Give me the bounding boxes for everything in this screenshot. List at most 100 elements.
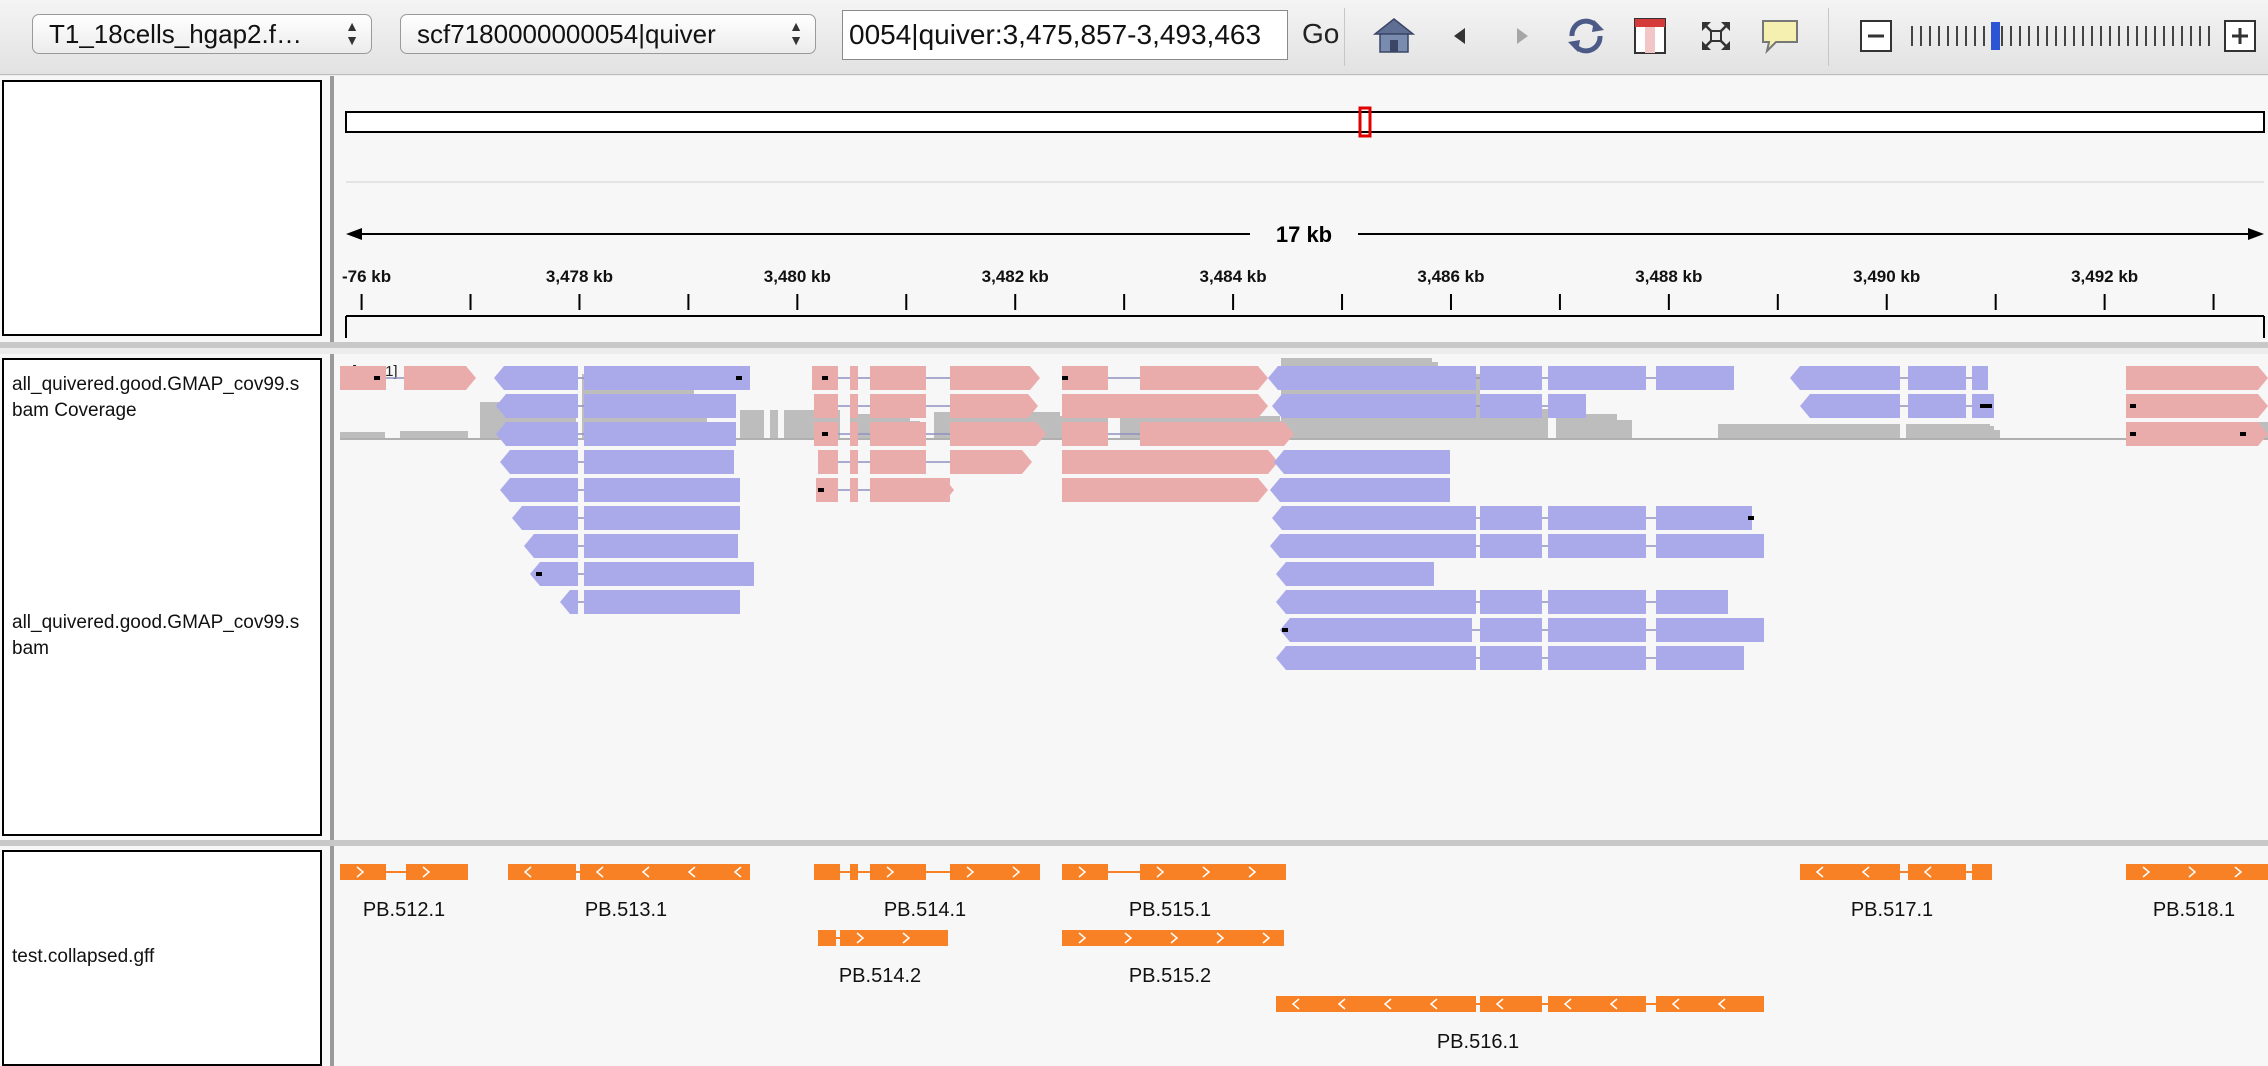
read-block xyxy=(1656,590,1728,614)
strand-arrow xyxy=(1337,998,1346,1010)
gene-labels: PB.512.1 PB.513.1 PB.514.1 PB.515.1 PB.5… xyxy=(363,899,2235,1053)
home-icon[interactable] xyxy=(1372,14,1416,58)
ruler-tick-label: 3,488 kb xyxy=(1635,267,1702,286)
panel-splitter[interactable] xyxy=(330,846,334,1066)
strand-arrow xyxy=(1383,998,1392,1010)
strand-arrow xyxy=(1717,998,1726,1010)
zoom-out-button[interactable] xyxy=(1860,20,1892,52)
read-block xyxy=(512,506,578,530)
panel-divider[interactable] xyxy=(0,342,2268,348)
gene-exon xyxy=(850,864,858,880)
strand-arrow xyxy=(1609,998,1618,1010)
read-block xyxy=(494,366,578,390)
coverage-track-label[interactable]: all_quivered.good.GMAP_cov99.s xyxy=(12,374,300,395)
read-block xyxy=(2126,394,2268,418)
panel-splitter[interactable] xyxy=(330,76,334,342)
header-name-panel xyxy=(2,80,322,336)
alignment-read xyxy=(1276,646,1744,670)
read-block xyxy=(1480,646,1542,670)
gene-exon xyxy=(1656,996,1764,1012)
coverage-track-label-line2[interactable]: bam Coverage xyxy=(12,400,137,421)
coverage-bar xyxy=(1990,426,1994,438)
read-block xyxy=(1276,590,1476,614)
alignment-read xyxy=(512,506,740,530)
alignment-read xyxy=(1268,366,1734,390)
alignment-read xyxy=(814,394,1038,418)
gene-feature xyxy=(818,930,948,946)
strand-arrow xyxy=(1495,998,1504,1010)
gene-feature xyxy=(1800,864,1992,880)
alignment-track-label-line2[interactable]: bam xyxy=(12,638,49,659)
feature-data-area[interactable]: PB.512.1 PB.513.1 PB.514.1 PB.515.1 PB.5… xyxy=(340,846,2268,1066)
region-of-interest-icon[interactable] xyxy=(1628,14,1672,58)
read-block xyxy=(1656,646,1744,670)
zoom-slider[interactable] xyxy=(1908,20,2212,50)
panel-divider[interactable] xyxy=(0,840,2268,846)
panel-splitter[interactable] xyxy=(330,354,334,840)
forward-icon[interactable] xyxy=(1500,14,1544,58)
gene-exon xyxy=(1276,996,1476,1012)
genome-dropdown[interactable]: T1_18cells_hgap2.f… ▲ ▼ xyxy=(32,14,372,54)
ruler-tick-label: 3,486 kb xyxy=(1417,267,1484,286)
gff-track-label[interactable]: test.collapsed.gff xyxy=(12,946,155,967)
strand-arrow xyxy=(1170,932,1179,944)
alignment-read xyxy=(812,366,1040,390)
read-block xyxy=(870,394,926,418)
strand-arrow xyxy=(733,866,742,878)
read-mismatch-marker xyxy=(2130,432,2136,436)
gene-label-pb-518-1: PB.518.1 xyxy=(2153,899,2235,921)
ruler-panel[interactable]: 17 kb -76 kb 3,478 kb 3,480 kb 3,482 kb 3,48… xyxy=(340,76,2268,342)
alignment-read xyxy=(1270,478,1450,502)
strand-arrow xyxy=(1815,866,1824,878)
read-mismatch-marker xyxy=(1980,404,1986,408)
read-block xyxy=(1280,618,1472,642)
alignment-track-label[interactable]: all_quivered.good.GMAP_cov99.s xyxy=(12,612,300,633)
alignment-read xyxy=(1280,618,1764,642)
read-block xyxy=(1480,394,1542,418)
zoom-in-button[interactable] xyxy=(2224,20,2256,52)
alignment-read xyxy=(1276,562,1434,586)
read-block xyxy=(1062,478,1268,502)
alignment-read xyxy=(814,422,1046,446)
gene-label-pb-513-1: PB.513.1 xyxy=(585,899,667,921)
read-mismatch-marker xyxy=(822,376,828,380)
read-block xyxy=(500,450,578,474)
refresh-icon[interactable] xyxy=(1564,14,1608,58)
read-block xyxy=(2126,366,2268,390)
read-block xyxy=(1480,366,1542,390)
toolbar: T1_18cells_hgap2.f… ▲ ▼ scf7180000000054|… xyxy=(0,0,2268,75)
read-block xyxy=(584,450,734,474)
alignment-read xyxy=(494,366,750,390)
alignment-read xyxy=(1062,366,1268,390)
strand-arrow xyxy=(1262,932,1271,944)
read-block xyxy=(584,422,736,446)
coverage-bar xyxy=(1994,430,2000,438)
genome-dropdown-value: T1_18cells_hgap2.f… xyxy=(49,19,302,49)
strand-arrow xyxy=(1124,932,1133,944)
gene-exon xyxy=(1972,864,1992,880)
gene-feature xyxy=(2126,864,2268,880)
read-block xyxy=(1062,394,1268,418)
strand-arrow xyxy=(687,866,696,878)
go-button[interactable]: Go xyxy=(1302,18,1340,49)
read-block xyxy=(1480,590,1542,614)
back-icon[interactable] xyxy=(1438,14,1482,58)
strand-arrow xyxy=(1156,866,1165,878)
strand-arrow xyxy=(1671,998,1680,1010)
strand-arrow xyxy=(2234,866,2243,878)
locus-input[interactable]: 0054|quiver:3,475,857-3,493,463 xyxy=(842,10,1288,60)
read-mismatch-marker xyxy=(822,432,828,436)
read-block xyxy=(1272,506,1476,530)
chromosome-dropdown[interactable]: scf7180000000054|quiver ▲ ▼ xyxy=(400,14,816,54)
read-block xyxy=(2126,422,2268,446)
read-block xyxy=(1062,366,1108,390)
strand-arrow xyxy=(2188,866,2197,878)
gene-exon xyxy=(1908,864,1966,880)
read-block xyxy=(1270,534,1476,558)
alignment-read xyxy=(524,534,738,558)
resize-to-window-icon[interactable] xyxy=(1694,14,1738,58)
alignment-data-area[interactable]: [0 - 11] xyxy=(340,354,2268,840)
strand-arrow xyxy=(1861,866,1870,878)
current-region-box xyxy=(1358,106,1372,138)
popup-info-icon[interactable] xyxy=(1758,14,1802,58)
